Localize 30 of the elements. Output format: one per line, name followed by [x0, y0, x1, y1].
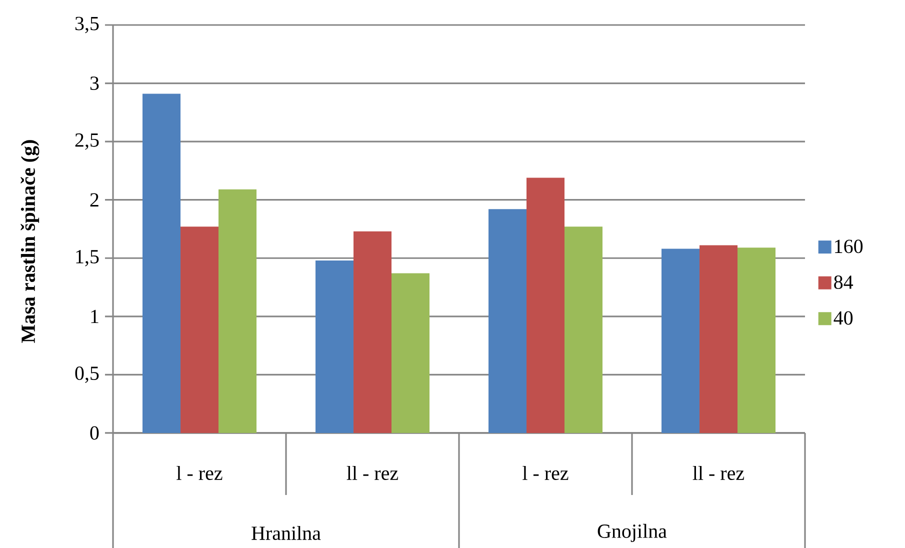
x-tick-label: l - rez [176, 466, 222, 480]
bar [142, 94, 181, 433]
y-tick-label: 3,5 [75, 16, 99, 34]
bar [662, 248, 700, 433]
x-tick-label: ll - rez [692, 466, 744, 480]
bar [526, 178, 564, 433]
y-tick-label: 2,5 [75, 133, 99, 150]
bar [354, 231, 392, 433]
y-tick-label: 0,5 [75, 366, 99, 383]
bar [316, 260, 354, 433]
y-tick-label: 1,5 [76, 250, 99, 266]
bar [392, 273, 430, 433]
text: Hranilna [252, 526, 321, 540]
bar [564, 226, 602, 433]
bar [700, 245, 738, 433]
x-tick-label: l - rez [522, 466, 568, 480]
y-tick-label: 3 [90, 76, 99, 90]
text: Gnojilna [598, 524, 667, 542]
x-tick-label: ll - rez [346, 466, 398, 480]
bar [180, 226, 219, 433]
y-tick-label: 0 [90, 426, 99, 440]
y-axis-title: Masa rastlin špinače (g) [20, 140, 40, 343]
bar [218, 189, 257, 433]
legend-label: 84 [834, 275, 854, 289]
legend-label: 160 [835, 240, 863, 254]
bar [738, 248, 776, 433]
y-tick-label: 1 [91, 310, 98, 324]
y-tick-label: 2 [90, 193, 98, 206]
bar [488, 209, 527, 433]
legend-label: 40 [834, 311, 853, 325]
